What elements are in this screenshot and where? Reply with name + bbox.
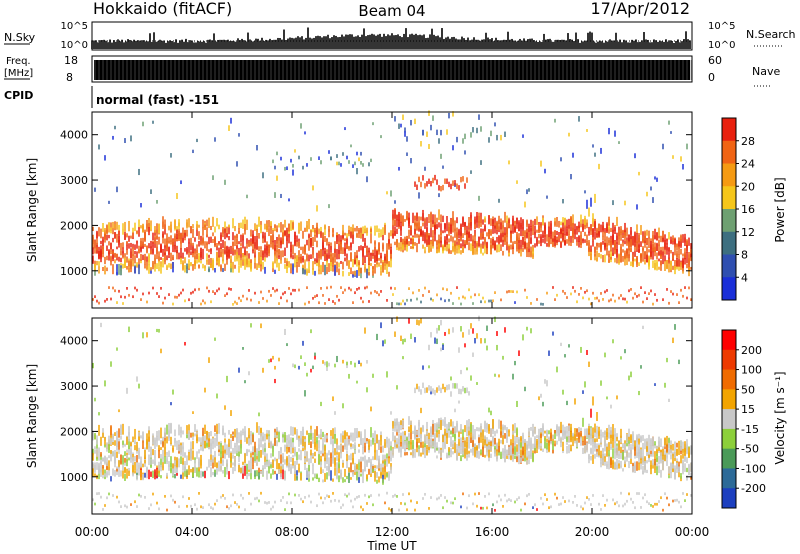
beam-label: Beam 04 xyxy=(358,2,425,20)
velocity-plot-frame xyxy=(92,318,692,514)
date-label: 17/Apr/2012 xyxy=(590,0,690,18)
nsky-label: N.Sky xyxy=(4,31,36,44)
cpid-value: normal (fast) -151 xyxy=(96,93,219,107)
colorbar-tick-label: 20 xyxy=(741,180,755,193)
colorbar-tick-label: 24 xyxy=(741,158,755,171)
nsky-series xyxy=(91,27,692,49)
nsky-tick-top: 10^5 xyxy=(61,21,88,32)
colorbar-segment xyxy=(722,277,736,301)
colorbar-segment xyxy=(722,140,736,164)
y-tick-label: 1000 xyxy=(60,265,88,278)
power-ylabel: Slant Range [km] xyxy=(25,158,39,262)
power-plot-frame xyxy=(92,112,692,308)
freq-series xyxy=(94,60,692,80)
nsearch-tick-top: 10^5 xyxy=(708,21,735,32)
freq-unit: [MHz] xyxy=(4,68,33,79)
nsearch-tick-bottom: 10^0 xyxy=(708,40,735,51)
colorbar-tick-label: 16 xyxy=(741,203,755,216)
y-tick-label: 2000 xyxy=(60,219,88,232)
nsearch-label: N.Search xyxy=(746,28,796,41)
colorbar-segment xyxy=(722,209,736,233)
y-tick-label: 3000 xyxy=(60,174,88,187)
freq-tick-bottom: 8 xyxy=(66,71,73,84)
power-plot: 1000 2000 3000 4000 Slant Range [km] xyxy=(25,110,693,309)
colorbar-segment xyxy=(722,118,736,142)
freq-tick-top: 18 xyxy=(64,54,78,67)
freq-label: Freq. xyxy=(6,56,31,67)
power-x-axis xyxy=(91,112,693,308)
nave-tick-top: 60 xyxy=(708,54,722,67)
colorbar-tick-label: 28 xyxy=(741,135,755,148)
colorbar-segment xyxy=(722,186,736,210)
freq-panel xyxy=(91,55,693,83)
power-colorbar: 4 8 12 16 20 24 28 Power [dB] xyxy=(721,117,787,301)
y-tick-label: 4000 xyxy=(60,129,88,142)
colorbar-tick-label: 12 xyxy=(741,226,755,239)
cpid-label: CPID xyxy=(4,89,33,102)
nave-tick-bottom: 0 xyxy=(708,71,715,84)
nsky-tick-bottom: 10^0 xyxy=(61,40,88,51)
power-y-axis: 1000 2000 3000 4000 xyxy=(60,129,692,278)
colorbar-segment xyxy=(722,163,736,187)
nave-label: Nave xyxy=(752,65,780,78)
velocity-data-layer xyxy=(92,315,692,512)
colorbar-tick-label: 8 xyxy=(741,249,748,262)
colorbar-segment xyxy=(722,254,736,278)
colorbar-tick-label: 4 xyxy=(741,271,748,284)
power-data-layer xyxy=(92,110,692,306)
power-colorbar-label: Power [dB] xyxy=(773,177,787,242)
colorbar-segment xyxy=(722,231,736,255)
freq-fill xyxy=(94,60,690,80)
station-title: Hokkaido (fitACF) xyxy=(93,0,232,18)
nsky-panel xyxy=(91,21,693,51)
